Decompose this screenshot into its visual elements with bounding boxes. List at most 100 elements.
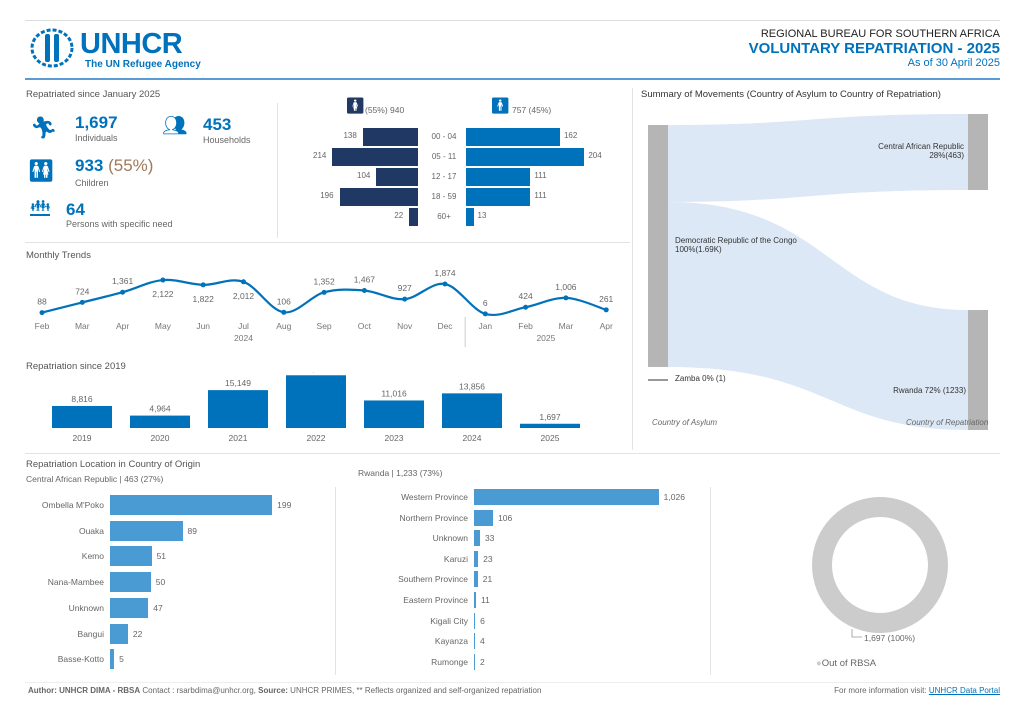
female-bar (332, 148, 418, 166)
node-car (968, 114, 988, 190)
male-total: 757 (45%) (512, 105, 552, 115)
divider (25, 242, 630, 243)
individuals-value: 1,697 (75, 113, 118, 132)
location-value: 21 (482, 574, 493, 585)
age-group-label: 00 - 04 (431, 132, 457, 141)
location-bar (474, 633, 475, 650)
trend-value-label: 6 (483, 298, 488, 308)
month-tick-label: Jul (238, 321, 249, 331)
specific-need-value: 64 (66, 200, 85, 219)
location-value: 4 (480, 636, 485, 647)
laurel-logo-icon (30, 28, 74, 68)
year-bar (286, 375, 346, 428)
sankey-label-zambia: Zamba 0% (1) (675, 374, 726, 383)
female-value: 138 (343, 131, 357, 140)
node-zambia (648, 379, 668, 381)
location-value: 22 (132, 628, 143, 639)
location-value: 5 (119, 654, 124, 665)
location-label: Karuzi (443, 553, 468, 564)
trend-value-label: 1,822 (193, 294, 215, 304)
trend-point (402, 296, 408, 302)
male-bar (466, 208, 474, 226)
month-tick-label: Jan (478, 321, 492, 331)
male-bar (466, 168, 531, 186)
logo-text: UNHCR (80, 28, 183, 60)
group-icon: 👥︎ (162, 115, 188, 137)
location-bar (110, 495, 273, 515)
trend-value-label: 724 (75, 286, 89, 296)
divider (335, 487, 336, 675)
location-label: Basse-Kotto (57, 654, 104, 665)
month-tick-label: Apr (600, 321, 613, 331)
trend-value-label: 424 (519, 291, 533, 301)
male-bar (466, 188, 531, 206)
female-bar (376, 168, 418, 186)
year-tick-label: 2022 (307, 433, 326, 443)
node-drc (648, 125, 668, 367)
location-label: Northern Province (399, 512, 468, 523)
location-label: Nana-Mambee (47, 577, 104, 588)
age-group-label: 60+ (437, 212, 451, 221)
trend-point (563, 295, 569, 301)
sankey-label-rwanda: Rwanda 72% (1233) (893, 386, 966, 395)
trend-point (321, 289, 327, 295)
trend-point (241, 279, 246, 285)
year-bar-value: 21,089 (303, 372, 329, 373)
households-label: Households (203, 135, 251, 145)
year-bar-value: 8,816 (71, 394, 93, 404)
location-label: Unknown (432, 533, 468, 544)
children-pct: (55%) (108, 156, 154, 175)
month-tick-label: Mar (559, 321, 574, 331)
footer-credits: Author: UNHCR DIMA - RBSA Contact : rsar… (28, 686, 542, 695)
data-portal-link[interactable]: UNHCR Data Portal (928, 686, 1000, 695)
annual-title: Repatriation since 2019 (26, 361, 126, 372)
location-label: Eastern Province (403, 595, 468, 605)
trend-point (120, 289, 126, 295)
sankey-label-car: Central African Republic 28%(463) (878, 142, 964, 160)
divider (277, 103, 278, 238)
location-value: 33 (484, 533, 495, 544)
month-tick-label: Nov (397, 321, 413, 331)
male-value: 111 (534, 191, 547, 200)
location-label: Unknown (68, 602, 104, 613)
divider (632, 88, 633, 450)
year-bar-value: 11,016 (381, 388, 407, 398)
female-icon: 🚺︎ (345, 98, 366, 115)
location-value: 50 (155, 577, 166, 588)
individuals-label: Individuals (75, 133, 118, 143)
year-bar (364, 400, 424, 428)
flow-drc-rwanda (668, 202, 968, 430)
annual-chart: 8,816 2019 4,964 2020 15,149 2021 21,089 2022 11… (52, 372, 580, 443)
location-bar (474, 509, 494, 526)
sankey-chart (648, 114, 988, 430)
donut-chart (812, 497, 948, 638)
trend-point (79, 299, 85, 305)
rwanda-location-chart: Western Province 1,026 Northern Province 10… (340, 489, 705, 674)
female-total: (55%) 940 (365, 105, 405, 115)
location-bar (110, 520, 183, 541)
location-label: Ouaka (78, 525, 104, 536)
trend-value-label: 1,352 (313, 276, 335, 286)
trend-value-label: 1,006 (555, 282, 577, 292)
logo-subtitle: The UN Refugee Agency (85, 59, 201, 70)
trend-point (160, 277, 166, 283)
month-tick-label: Mar (75, 321, 90, 331)
female-value: 214 (313, 151, 327, 160)
male-bar (466, 128, 560, 146)
top-rule (25, 20, 1000, 21)
location-value: 2 (480, 656, 485, 667)
monthly-trends-chart: 88 Feb 724 Mar 1,361 Apr 2,122 May 1,822 Jun 2,012… (35, 268, 614, 347)
trend-value-label: 88 (37, 297, 47, 307)
trend-value-label: 1,361 (112, 276, 134, 286)
age-group-label: 18 - 59 (431, 192, 457, 201)
month-tick-label: Jun (196, 321, 210, 331)
year-bar-value: 4,964 (149, 404, 171, 414)
trend-value-label: 2,012 (233, 291, 255, 301)
year-tick-label: 2019 (73, 433, 92, 443)
trend-point (361, 288, 367, 294)
car-subtitle: Central African Republic | 463 (27%) (26, 474, 164, 484)
year-bar-value: 1,697 (539, 412, 561, 422)
location-bar (474, 550, 479, 567)
location-value: 47 (153, 602, 163, 613)
children-label: Children (75, 178, 109, 188)
